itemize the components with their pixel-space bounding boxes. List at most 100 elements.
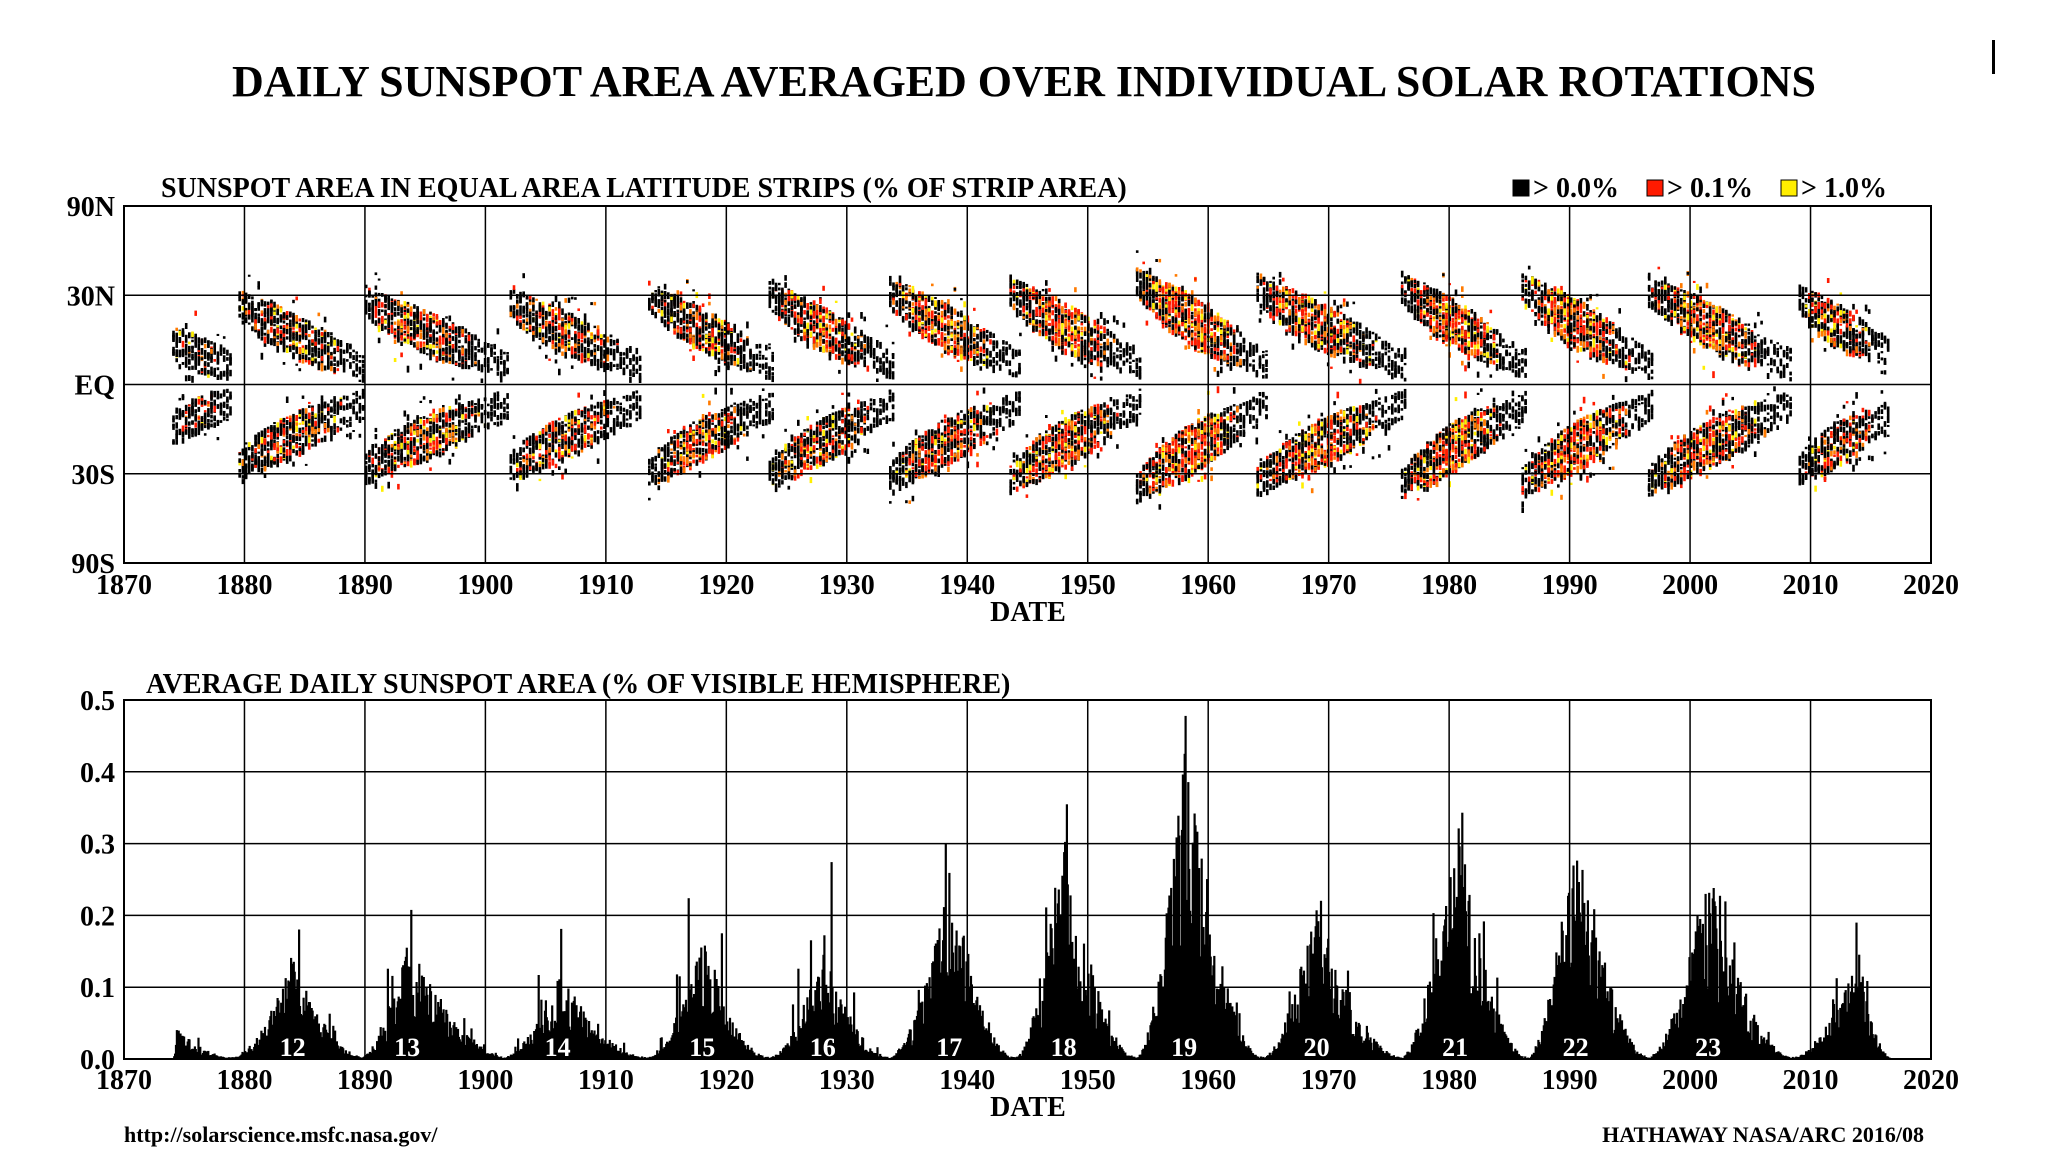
butterfly-cell: [438, 324, 442, 332]
butterfly-cell: [692, 452, 695, 458]
butterfly-cell: [733, 341, 736, 347]
butterfly-cell: [506, 367, 509, 371]
butterfly-cell: [207, 425, 210, 428]
butterfly-cell: [548, 442, 551, 447]
butterfly-cell: [285, 435, 289, 440]
butterfly-cell: [727, 430, 730, 434]
butterfly-cell: [660, 319, 664, 324]
butterfly-cell: [301, 318, 305, 323]
butterfly-cell: [451, 411, 455, 417]
butterfly-cell: [282, 362, 286, 365]
butterfly-cell: [216, 394, 220, 399]
butterfly-cell: [416, 450, 419, 455]
butterfly-cell: [609, 401, 613, 408]
butterfly-cell: [432, 318, 435, 323]
butterfly-cell: [263, 323, 267, 330]
butterfly-cell: [717, 318, 721, 323]
butterfly-cell: [587, 434, 590, 440]
butterfly-cell: [701, 324, 705, 329]
butterfly-cell: [285, 336, 289, 340]
butterfly-cell: [461, 352, 464, 356]
butterfly-cell: [503, 371, 506, 377]
butterfly-cell: [667, 321, 670, 325]
legend-label: > 0.1%: [1667, 173, 1753, 204]
butterfly-cell: [720, 353, 724, 360]
butterfly-cell: [603, 423, 606, 429]
butterfly-cell: [438, 417, 442, 423]
butterfly-cell: [311, 342, 314, 346]
butterfly-cell: [583, 419, 587, 425]
butterfly-cell: [660, 306, 664, 311]
butterfly-cell: [292, 413, 295, 421]
butterfly-cell: [761, 423, 765, 426]
butterfly-cell: [200, 338, 204, 346]
butterfly-cell: [397, 306, 400, 312]
butterfly-cell: [742, 342, 746, 348]
butterfly-cell: [522, 309, 525, 313]
butterfly-cell: [377, 301, 381, 308]
butterfly-cell: [422, 313, 426, 316]
butterfly-cell: [327, 421, 330, 427]
butterfly-cell: [194, 358, 197, 365]
butterfly-cell: [390, 306, 394, 309]
butterfly-cell: [561, 334, 564, 337]
butterfly-cell: [574, 335, 577, 342]
butterfly-cell: [387, 444, 390, 451]
butterfly-cell: [270, 458, 273, 463]
butterfly-cell: [241, 469, 245, 475]
butterfly-cell: [663, 476, 667, 482]
butterfly-cell: [320, 405, 324, 412]
butterfly-cell: [570, 337, 574, 340]
butterfly-cell: [727, 435, 730, 440]
butterfly-cell: [711, 414, 714, 420]
butterfly-cell: [727, 443, 730, 449]
butterfly-cell: [387, 453, 390, 459]
butterfly-cell: [311, 360, 314, 367]
butterfly-cell: [432, 341, 435, 346]
butterfly-cell: [416, 446, 419, 453]
butterfly-cell: [564, 450, 567, 456]
butterfly-cell: [583, 414, 587, 420]
butterfly-cell: [413, 441, 416, 446]
butterfly-cell: [692, 303, 695, 308]
butterfly-cell: [612, 429, 616, 436]
butterfly-cell: [368, 307, 371, 312]
butterfly-cell: [590, 415, 593, 420]
butterfly-cell: [720, 448, 724, 453]
butterfly-cell: [800, 318, 803, 325]
butterfly-cell: [698, 457, 702, 460]
butterfly-cell: [387, 295, 390, 300]
butterfly-cell: [226, 403, 229, 410]
butterfly-cell: [448, 357, 452, 363]
butterfly-cell: [181, 430, 185, 434]
butterfly-cell: [781, 299, 784, 306]
butterfly-cell: [701, 303, 705, 307]
butterfly-cell: [422, 309, 426, 315]
butterfly-cell: [509, 305, 513, 312]
butterfly-cell: [577, 332, 580, 339]
butterfly-cell: [749, 367, 752, 370]
butterfly-cell: [323, 337, 327, 344]
butterfly-cell: [251, 302, 254, 308]
butterfly-cell: [554, 313, 558, 321]
butterfly-cell: [708, 429, 711, 434]
butterfly-cell: [429, 451, 432, 454]
butterfly-cell: [711, 332, 714, 338]
butterfly-cell: [314, 420, 317, 427]
butterfly-cell: [320, 332, 324, 336]
butterfly-cell: [619, 357, 622, 363]
butterfly-cell: [371, 303, 374, 307]
butterfly-cell: [188, 345, 191, 353]
butterfly-cell: [660, 301, 664, 307]
butterfly-cell: [755, 411, 759, 418]
butterfly-cell: [787, 472, 791, 480]
butterfly-cell: [720, 319, 724, 327]
butterfly-cell: [251, 448, 254, 452]
butterfly-cell: [784, 310, 787, 315]
butterfly-cell: [317, 362, 321, 365]
butterfly-cell: [548, 438, 551, 441]
butterfly-cell: [426, 431, 429, 437]
butterfly-cell: [603, 343, 606, 348]
butterfly-cell: [320, 404, 324, 409]
butterfly-cell: [793, 473, 797, 481]
